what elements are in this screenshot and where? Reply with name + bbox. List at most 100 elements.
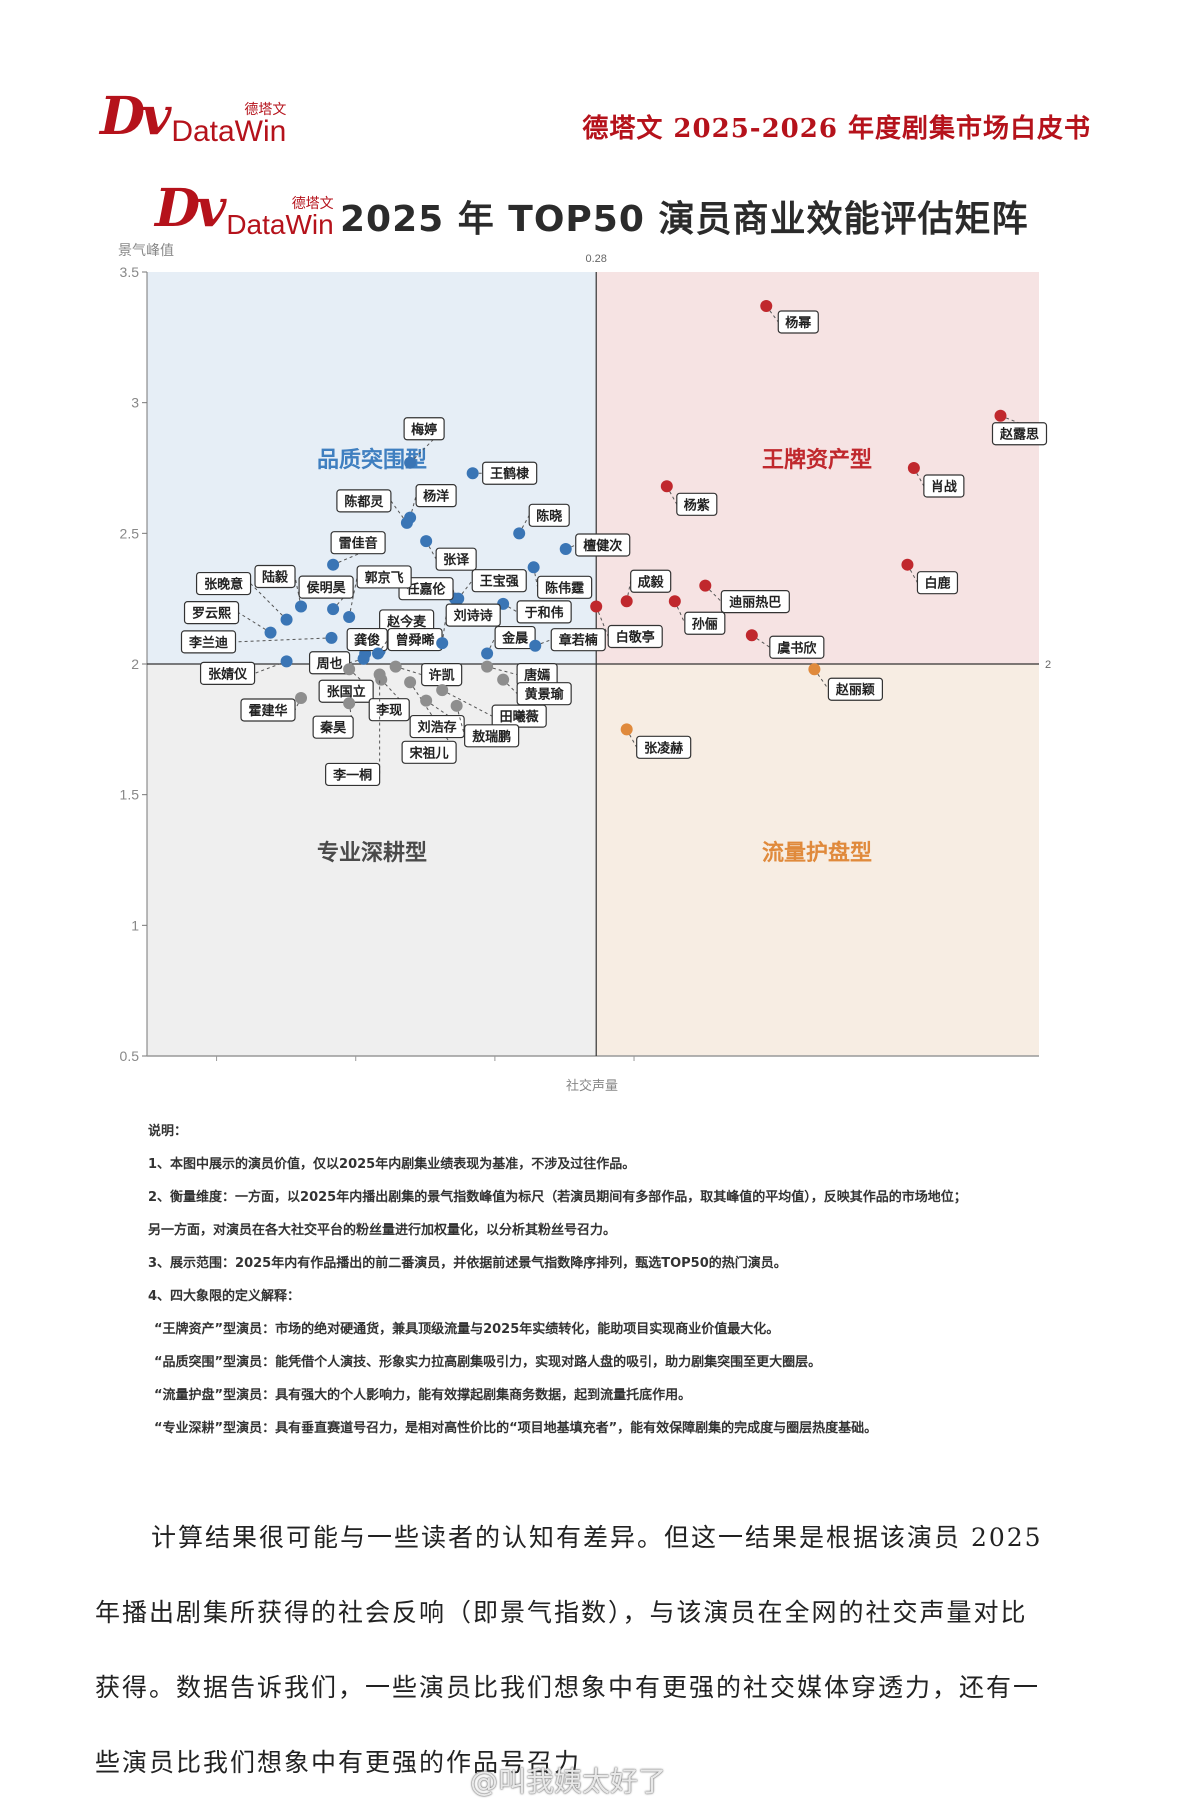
- data-label-box: [684, 611, 726, 635]
- quadrant-label: 流量护盘型: [762, 840, 872, 866]
- datawin-logo-mark-icon: Dv: [155, 178, 226, 239]
- body-line: 年播出剧集所获得的社会反响（即景气指数），与该演员在全网的社交声量对比: [95, 1598, 1028, 1627]
- label-leader-line: [704, 585, 722, 602]
- data-point: [280, 613, 293, 626]
- data-point: [295, 600, 308, 613]
- label-leader-line: [409, 682, 457, 753]
- note-line: “品质突围”型演员：能凭借个人演技、形象实力拉高剧集吸引力，实现对路人盘的吸引，…: [154, 1355, 822, 1370]
- data-label-box: [537, 575, 593, 599]
- data-label-box: [720, 589, 790, 614]
- data-point: [529, 639, 542, 652]
- data-label-box: [308, 651, 351, 675]
- data-point: [264, 626, 277, 639]
- data-label: 田曦薇: [500, 709, 539, 725]
- data-label-box: [435, 547, 477, 571]
- data-label-box: [325, 762, 381, 787]
- body-paragraph: 计算结果很可能与一些读者的认知有差异。但这一结果是根据该演员 2025 年播出剧…: [95, 1508, 1095, 1808]
- data-label-box: [199, 661, 256, 685]
- data-label-box: [398, 577, 454, 601]
- data-point: [389, 660, 402, 673]
- label-leader-line: [390, 500, 408, 524]
- data-point: [699, 579, 712, 592]
- label-leader-line: [235, 637, 332, 643]
- data-label: 陈都灵: [344, 494, 384, 510]
- data-label-box: [827, 677, 883, 701]
- note-line: 4、四大象限的定义解释：: [148, 1289, 301, 1304]
- data-label-box: [356, 565, 412, 589]
- quadrant-bg-bottom-left: [147, 664, 597, 1056]
- data-point: [325, 631, 338, 644]
- data-label-box: [180, 630, 237, 654]
- data-label-box: [991, 422, 1048, 446]
- data-label-box: [346, 627, 388, 652]
- data-point: [481, 647, 494, 660]
- data-label-box: [516, 600, 572, 624]
- logo-cn-text: 德塔文: [244, 102, 287, 118]
- data-label-box: [916, 571, 959, 595]
- quadrant-bg-bottom-right: [596, 664, 1039, 1056]
- data-label: 檀健次: [583, 538, 622, 554]
- data-label-box: [403, 417, 445, 441]
- data-label-box: [183, 601, 240, 625]
- data-label-box: [368, 698, 410, 722]
- data-label: 敖瑞鹏: [472, 729, 511, 745]
- data-label: 唐嫣: [524, 668, 550, 684]
- note-line: 3、展示范围：2025年内有作品播出的前二番演员，并依据前述景气指数降序排列，甄…: [148, 1256, 787, 1271]
- data-label: 宋祖儿: [409, 745, 449, 761]
- data-label: 李一桐: [332, 767, 372, 783]
- data-label-box: [676, 492, 718, 516]
- data-point: [420, 694, 433, 707]
- data-point: [620, 723, 633, 736]
- data-point: [280, 655, 293, 668]
- data-label: 白鹿: [924, 576, 950, 592]
- data-label: 龚俊: [354, 633, 380, 649]
- y-tick-label: 3: [131, 395, 139, 411]
- logo-en-text: DataWin: [226, 209, 334, 240]
- data-point: [343, 697, 356, 710]
- label-leader-line: [294, 576, 302, 607]
- data-label: 张晚意: [204, 577, 243, 593]
- data-label: 郭京飞: [365, 570, 404, 586]
- label-leader-line: [409, 428, 445, 464]
- data-label: 张国立: [327, 684, 366, 700]
- note-line: 1、本图中展示的演员价值，仅以2025年内剧集业绩表现为基准，不涉及过往作品。: [148, 1157, 636, 1172]
- data-point: [745, 629, 758, 642]
- data-label: 肖战: [931, 479, 957, 495]
- data-label: 陆毅: [262, 570, 289, 586]
- label-leader-line: [595, 606, 609, 637]
- label-leader-line: [674, 601, 686, 624]
- label-leader-line: [456, 705, 466, 736]
- data-label: 霍建华: [249, 703, 288, 719]
- data-label: 赵露思: [999, 427, 1039, 443]
- notes-section: 说明： 1、本图中展示的演员价值，仅以2025年内剧集业绩表现为基准，不涉及过往…: [148, 1115, 1078, 1445]
- label-leader-line: [380, 679, 410, 711]
- data-label: 刘浩存: [418, 720, 457, 736]
- data-point: [513, 527, 526, 540]
- data-label-box: [630, 569, 672, 593]
- data-label-box: [769, 635, 825, 659]
- data-label: 孙俪: [692, 616, 718, 632]
- data-label-box: [298, 575, 354, 599]
- weibo-watermark: @叫我姨太好了: [470, 1765, 667, 1798]
- y-tick-label: 1: [131, 917, 139, 933]
- data-label: 陈伟霆: [545, 580, 585, 596]
- data-point: [357, 652, 370, 665]
- label-leader-line: [751, 634, 771, 648]
- body-line: 获得。数据告诉我们，一些演员比我们想象中有更强的社交媒体穿透力，还有一: [95, 1673, 1041, 1702]
- data-label: 金晨: [501, 631, 529, 647]
- data-label: 侯明昊: [307, 580, 346, 596]
- data-point: [559, 543, 572, 556]
- data-label: 虞书欣: [777, 640, 817, 656]
- quadrant-label: 专业深耕型: [317, 840, 427, 866]
- x-axis-label: 社交声量: [566, 1078, 618, 1094]
- data-label: 秦昊: [319, 720, 346, 736]
- data-label-box: [409, 714, 465, 739]
- y-tick-label: 3.5: [120, 264, 140, 280]
- label-leader-line: [441, 615, 447, 644]
- data-label-box: [336, 489, 392, 513]
- chart-title: 2025 年 TOP50 演员商业效能评估矩阵: [340, 199, 1029, 240]
- note-line: 另一方面，对演员在各大社交平台的粉丝量进行加权量化，以分析其粉丝号召力。: [148, 1223, 617, 1238]
- data-label: 杨幂: [785, 315, 812, 331]
- data-label-box: [550, 628, 606, 652]
